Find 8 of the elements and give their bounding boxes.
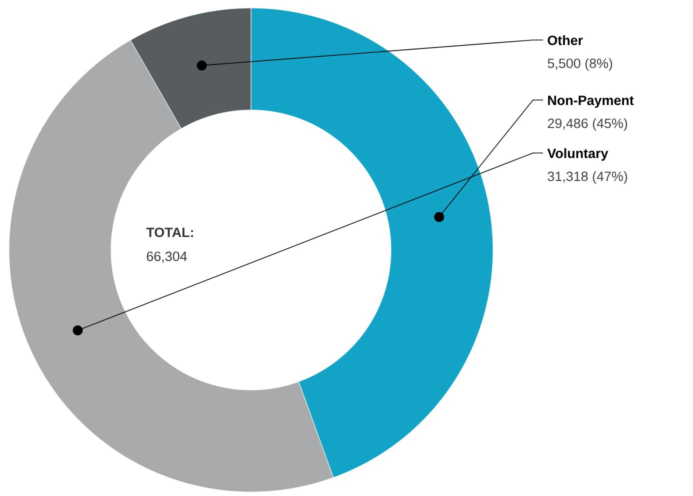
data-label: 5,500 (8%) — [548, 58, 612, 71]
slice-label: Non-Payment — [548, 96, 634, 108]
data-label: 31,318 (47%) — [548, 171, 628, 184]
slice-label: Voluntary — [547, 148, 608, 161]
text: TOTAL: — [146, 228, 193, 238]
text: 66,304 — [146, 252, 187, 263]
data-label: 29,486 (45%) — [548, 118, 628, 131]
slice-label: Other — [548, 35, 583, 46]
